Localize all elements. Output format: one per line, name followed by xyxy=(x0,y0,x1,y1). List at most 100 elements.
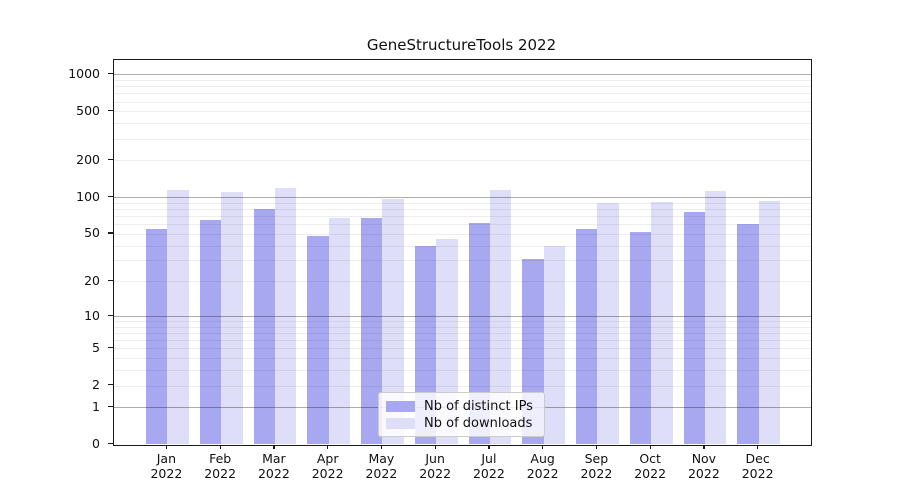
x-axis-tick xyxy=(380,444,383,449)
bar-dec-downloads xyxy=(758,201,781,445)
gridline-minor xyxy=(114,348,811,350)
legend-item-downloads: Nb of downloads xyxy=(386,415,536,431)
x-axis-tick-label-jan: Jan 2022 xyxy=(138,451,194,482)
bar-may-downloads xyxy=(382,198,404,445)
y-axis-tick xyxy=(108,384,113,386)
gridline-minor xyxy=(114,340,811,342)
bar-sep-distinct-ips xyxy=(576,228,598,445)
bar-jan-downloads xyxy=(167,189,189,445)
bar-jul-downloads xyxy=(489,189,512,445)
year-label: 2022 xyxy=(634,466,667,481)
gridline-major xyxy=(114,74,811,76)
gridline-minor xyxy=(114,321,811,323)
plot-area xyxy=(113,59,812,446)
gridline-minor xyxy=(114,358,811,360)
x-axis-tick xyxy=(488,444,490,449)
gridline-minor xyxy=(114,333,811,335)
legend-swatch-downloads-icon xyxy=(386,417,415,429)
year-label: 2022 xyxy=(311,466,344,481)
x-axis-tick xyxy=(542,444,544,449)
y-axis-tick-label: 200 xyxy=(76,151,100,167)
y-axis-tick-label: 20 xyxy=(84,272,100,288)
month-label: Feb xyxy=(209,450,232,466)
y-axis-tick-label: 500 xyxy=(76,102,100,118)
year-label: 2022 xyxy=(526,466,559,481)
x-axis-tick-label-apr: Apr 2022 xyxy=(300,451,356,482)
bar-feb-distinct-ips xyxy=(199,220,222,445)
gridline-minor xyxy=(114,260,811,262)
bar-mar-distinct-ips xyxy=(253,209,275,445)
x-axis-tick xyxy=(703,444,705,449)
bar-feb-downloads xyxy=(221,192,243,445)
x-axis-tick-label-sep: Sep 2022 xyxy=(568,451,624,482)
gridline-minor xyxy=(114,86,811,88)
year-label: 2022 xyxy=(365,466,398,481)
year-label: 2022 xyxy=(580,466,613,481)
x-axis-tick xyxy=(757,444,759,449)
gridline-minor xyxy=(114,202,811,204)
gridline-major xyxy=(114,197,811,199)
y-axis-tick xyxy=(108,405,113,408)
bar-nov-distinct-ips xyxy=(683,212,705,445)
x-axis-tick-label-dec: Dec 2022 xyxy=(730,451,786,482)
gridline-minor xyxy=(114,281,811,283)
x-axis-tick-label-oct: Oct 2022 xyxy=(622,451,678,482)
y-axis-tick xyxy=(108,443,113,445)
y-axis-tick-label: 1 xyxy=(92,398,100,414)
month-label: Sep xyxy=(584,450,609,466)
gridline-minor xyxy=(114,326,811,328)
x-axis-tick xyxy=(595,444,598,449)
month-label: Oct xyxy=(639,450,661,466)
legend-label: Nb of downloads xyxy=(424,415,533,431)
legend: Nb of distinct IPs Nb of downloads xyxy=(378,392,545,437)
x-axis-tick-label-nov: Nov 2022 xyxy=(676,451,732,482)
month-label: Dec xyxy=(745,450,770,466)
year-label: 2022 xyxy=(419,466,452,481)
bar-sep-downloads xyxy=(597,202,619,445)
bar-jul-distinct-ips xyxy=(468,223,490,445)
year-label: 2022 xyxy=(472,466,505,481)
x-axis-tick-label-aug: Aug 2022 xyxy=(515,451,571,482)
y-axis-tick-label: 50 xyxy=(84,225,100,241)
y-axis-tick xyxy=(108,314,113,316)
gridline-minor xyxy=(114,111,811,113)
gridline-minor xyxy=(114,385,811,387)
bar-apr-distinct-ips xyxy=(307,235,329,445)
x-axis-tick xyxy=(165,444,168,449)
bar-jan-distinct-ips xyxy=(146,228,168,445)
year-label: 2022 xyxy=(687,466,720,481)
bar-nov-downloads xyxy=(704,191,727,445)
x-axis-tick-label-mar: Mar 2022 xyxy=(246,451,302,482)
legend-swatch-distinct-ips-icon xyxy=(386,400,415,412)
y-axis-tick-label: 100 xyxy=(76,188,100,204)
y-axis-tick xyxy=(108,279,113,282)
bar-mar-downloads xyxy=(274,187,297,445)
gridline-minor xyxy=(114,233,811,235)
x-axis-tick-label-jul: Jul 2022 xyxy=(461,451,517,482)
gridline-minor xyxy=(114,224,811,226)
month-label: Jul xyxy=(481,450,497,466)
x-axis-tick-label-feb: Feb 2022 xyxy=(192,451,248,482)
y-axis-tick-label: 5 xyxy=(92,339,100,355)
gridline-minor xyxy=(114,160,811,162)
year-label: 2022 xyxy=(257,466,290,481)
bar-oct-downloads xyxy=(651,202,673,445)
legend-label: Nb of distinct IPs xyxy=(424,398,533,414)
bar-aug-downloads xyxy=(543,245,566,445)
bar-may-distinct-ips xyxy=(361,217,383,445)
year-label: 2022 xyxy=(150,466,183,481)
month-label: Apr xyxy=(316,450,339,466)
y-axis-tick xyxy=(108,158,113,161)
year-label: 2022 xyxy=(204,466,237,481)
gridline-minor xyxy=(114,101,811,103)
x-axis-tick xyxy=(273,444,275,449)
gridline-minor xyxy=(114,79,811,81)
gridline-minor xyxy=(114,138,811,140)
year-label: 2022 xyxy=(741,466,774,481)
legend-item-distinct-ips: Nb of distinct IPs xyxy=(386,398,536,414)
month-label: May xyxy=(368,450,395,466)
y-axis-tick-label: 2 xyxy=(92,377,100,393)
y-axis-tick xyxy=(108,232,113,234)
y-axis-tick-label: 0 xyxy=(92,436,100,451)
